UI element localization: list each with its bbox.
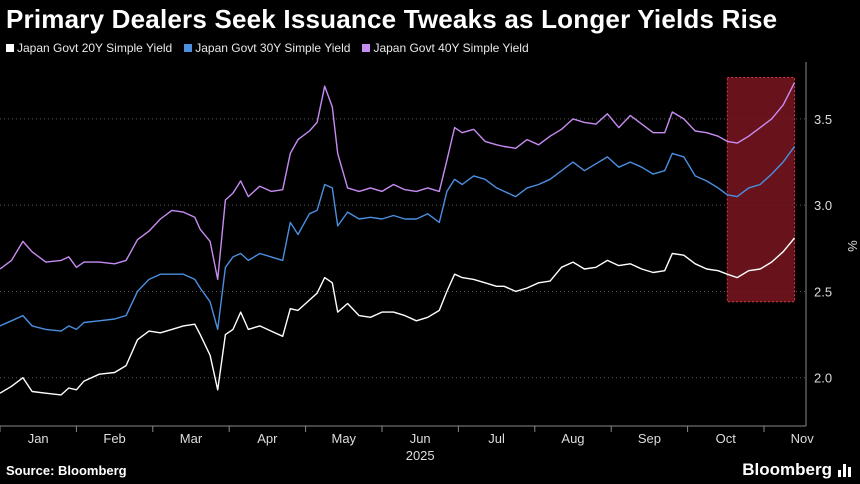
y-tick-label: 3.0	[814, 198, 832, 213]
legend-item-40y: Japan Govt 40Y Simple Yield	[362, 41, 529, 55]
x-tick-label: Apr	[257, 431, 278, 446]
brand-name: Bloomberg	[742, 460, 832, 479]
y-tick-label: 3.5	[814, 112, 832, 127]
y-axis-label: %	[845, 240, 860, 252]
x-tick-label: Jun	[410, 431, 431, 446]
legend-label-30y: Japan Govt 30Y Simple Yield	[195, 41, 351, 55]
highlight-box	[726, 77, 796, 303]
series-line-2	[0, 82, 796, 281]
x-year-label: 2025	[406, 448, 435, 463]
legend-item-30y: Japan Govt 30Y Simple Yield	[184, 41, 350, 55]
x-tick-label: Sep	[638, 431, 661, 446]
chart-title: Primary Dealers Seek Issuance Tweaks as …	[6, 4, 778, 34]
x-tick-label: Nov	[791, 431, 815, 446]
legend-label-20y: Japan Govt 20Y Simple Yield	[17, 41, 173, 55]
x-tick-label: Feb	[103, 431, 125, 446]
y-tick-label: 2.0	[814, 371, 832, 386]
y-tick-label: 2.5	[814, 284, 832, 299]
legend-item-20y: Japan Govt 20Y Simple Yield	[6, 41, 172, 55]
series-line-1	[0, 146, 796, 332]
bar-chart-icon	[838, 463, 852, 477]
x-tick-label: Oct	[716, 431, 737, 446]
x-tick-label: Jan	[28, 431, 49, 446]
legend-swatch-40y	[362, 44, 371, 52]
legend-swatch-20y	[6, 44, 14, 52]
chart-legend: Japan Govt 20Y Simple Yield Japan Govt 3…	[6, 41, 529, 55]
source-note: Source: Bloomberg	[6, 463, 127, 478]
x-tick-label: May	[332, 431, 357, 446]
legend-label-40y: Japan Govt 40Y Simple Yield	[373, 41, 529, 55]
legend-swatch-30y	[184, 44, 193, 52]
x-tick-label: Aug	[561, 431, 584, 446]
series-line-0	[0, 237, 796, 396]
brand-logo: Bloomberg	[742, 460, 852, 480]
x-tick-label: Mar	[180, 431, 203, 446]
x-tick-label: Jul	[488, 431, 505, 446]
